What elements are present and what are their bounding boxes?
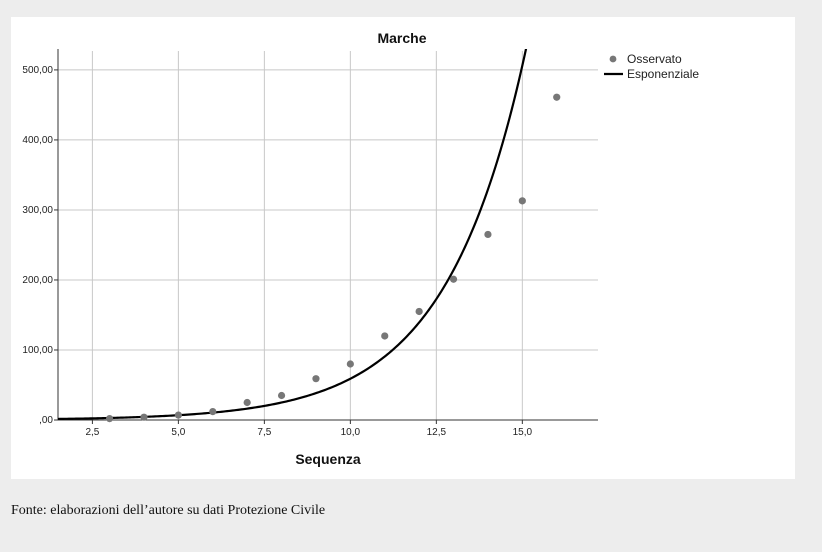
- x-tick-label: 12,5: [427, 427, 447, 438]
- y-tick-label: 300,00: [22, 205, 53, 216]
- figure-panel: 2,5 5,0 7,5 10,0 12,5 15,0 ,00 100,00 200,00 300,…: [11, 17, 795, 479]
- y-tick-label: ,00: [39, 415, 53, 426]
- x-tick-label: 5,0: [171, 427, 185, 438]
- observed-point: [174, 411, 182, 419]
- x-tick-label: 2,5: [85, 427, 99, 438]
- observed-point: [346, 360, 354, 368]
- chart-title: Marche: [377, 30, 426, 46]
- x-axis-title: Sequenza: [295, 451, 361, 467]
- y-tick-label: 400,00: [22, 135, 53, 146]
- x-tick-label: 10,0: [341, 427, 361, 438]
- legend-label-exponential: Esponenziale: [627, 67, 699, 81]
- observed-point: [381, 332, 389, 340]
- observed-point: [415, 307, 423, 316]
- x-tick-label: 15,0: [513, 427, 533, 438]
- y-tick-label: 500,00: [22, 65, 53, 76]
- tick-labels: 2,5 5,0 7,5 10,0 12,5 15,0 ,00 100,00 200,00 300,…: [22, 65, 532, 438]
- observed-point: [277, 391, 286, 400]
- observed-point: [449, 275, 458, 283]
- observed-point: [209, 407, 217, 416]
- observed-points-layer: [105, 93, 561, 423]
- observed-point: [243, 398, 251, 407]
- legend-marker-observed: [609, 55, 617, 63]
- source-note: Fonte: elaborazioni dell’autore su dati …: [11, 503, 326, 518]
- legend-label-observed: Osservato: [627, 52, 682, 66]
- grid: [58, 51, 598, 420]
- y-tick-label: 200,00: [22, 275, 53, 286]
- observed-point: [105, 414, 114, 423]
- observed-point: [553, 93, 561, 101]
- chart: 2,5 5,0 7,5 10,0 12,5 15,0 ,00 100,00 200,00 300,…: [22, 30, 699, 467]
- x-tick-label: 7,5: [257, 427, 271, 438]
- exponential-fit-curve: [58, 49, 528, 420]
- y-tick-label: 100,00: [22, 345, 53, 356]
- observed-point: [140, 413, 148, 421]
- observed-point: [518, 197, 526, 205]
- fit-curve-layer: [58, 49, 528, 420]
- observed-point: [484, 230, 492, 239]
- observed-point: [312, 375, 320, 383]
- axes: [54, 49, 598, 424]
